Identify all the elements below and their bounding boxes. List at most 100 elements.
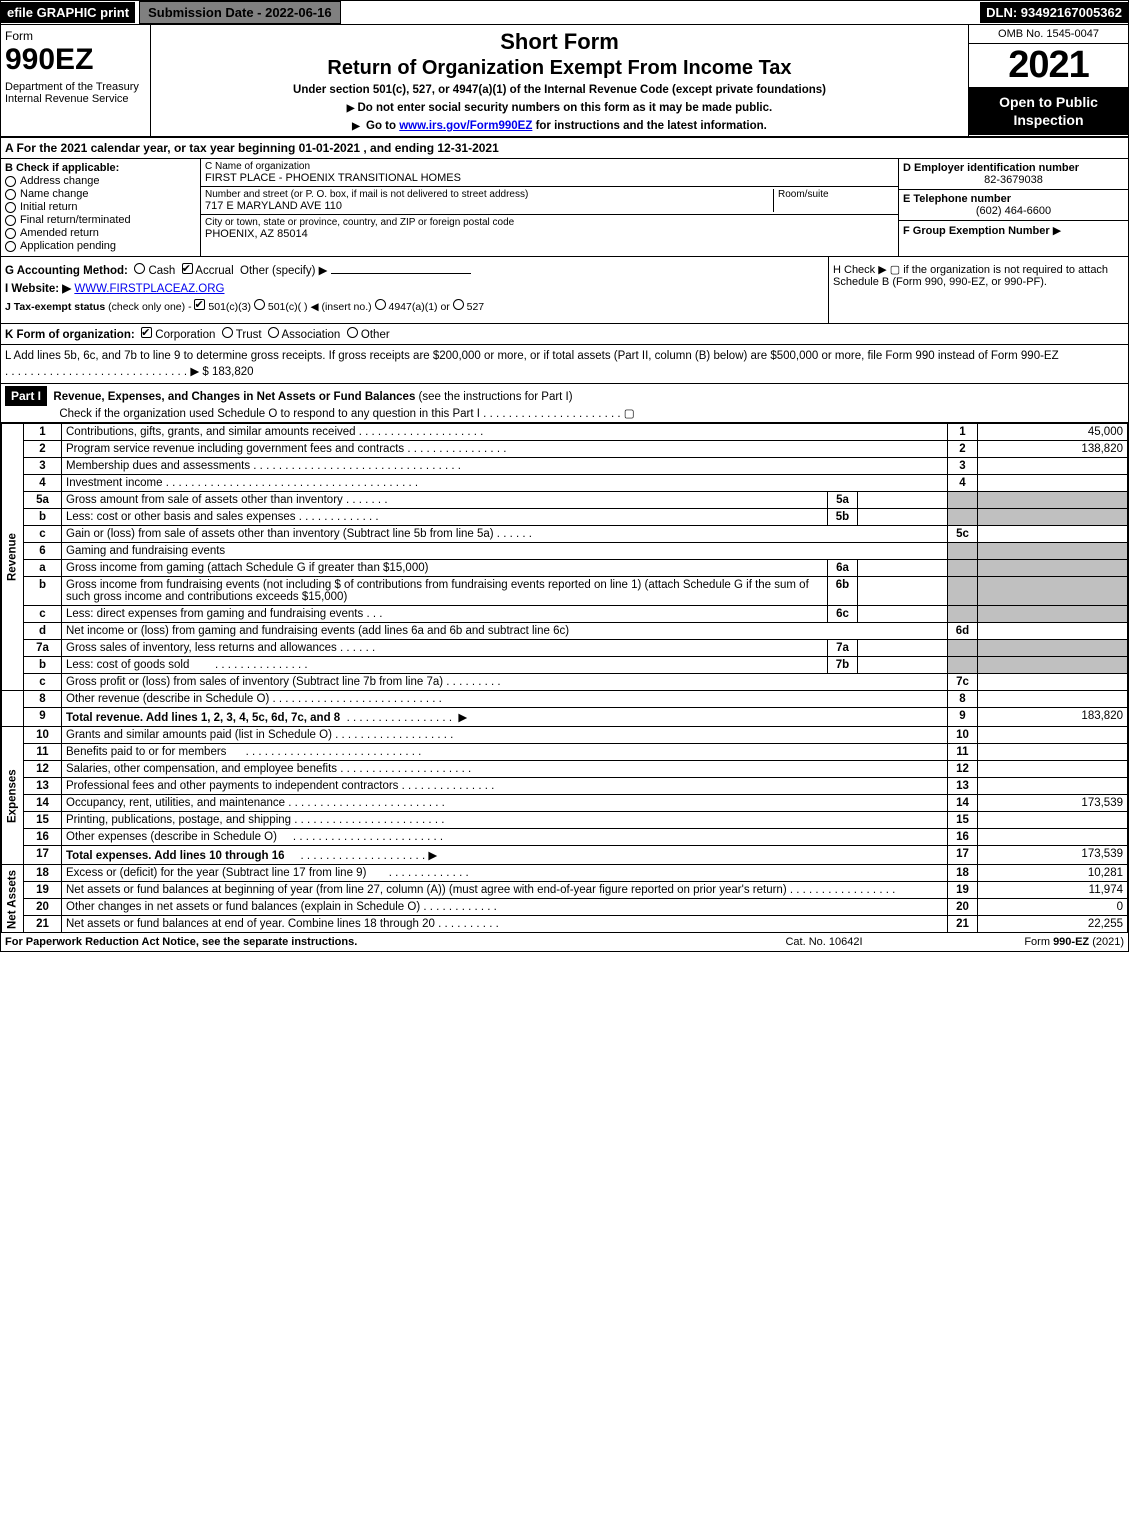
line-10-value xyxy=(978,727,1128,744)
checkbox-other-org[interactable] xyxy=(347,327,358,338)
table-row: 7a Gross sales of inventory, less return… xyxy=(2,640,1128,657)
footer-cat-no: Cat. No. 10642I xyxy=(724,936,924,948)
line-4-value xyxy=(978,475,1128,492)
org-name: FIRST PLACE - PHOENIX TRANSITIONAL HOMES xyxy=(205,172,894,184)
line-5b-value xyxy=(858,509,948,526)
top-bar: efile GRAPHIC print Submission Date - 20… xyxy=(1,1,1128,25)
table-row: 9 Total revenue. Add lines 1, 2, 3, 4, 5… xyxy=(2,708,1128,727)
c-room-label: Room/suite xyxy=(778,189,894,200)
line-17-value: 173,539 xyxy=(978,846,1128,865)
part-i-checkbox[interactable]: ▢ xyxy=(624,408,635,420)
section-c: C Name of organization FIRST PLACE - PHO… xyxy=(201,159,898,256)
table-row: b Less: cost or other basis and sales ex… xyxy=(2,509,1128,526)
part-i-header-row: Part I Revenue, Expenses, and Changes in… xyxy=(1,384,1128,423)
section-a-tax-year: A For the 2021 calendar year, or tax yea… xyxy=(1,138,1128,159)
form-990ez-page: efile GRAPHIC print Submission Date - 20… xyxy=(0,0,1129,952)
table-row: 11 Benefits paid to or for members . . .… xyxy=(2,744,1128,761)
line-14-value: 173,539 xyxy=(978,795,1128,812)
street-address: 717 E MARYLAND AVE 110 xyxy=(205,200,769,212)
table-row: 13 Professional fees and other payments … xyxy=(2,778,1128,795)
line-7b-value xyxy=(858,657,948,674)
revenue-section-label: Revenue xyxy=(2,424,24,691)
checkbox-address-change[interactable] xyxy=(5,176,16,187)
table-row: 15 Printing, publications, postage, and … xyxy=(2,812,1128,829)
checkbox-527[interactable] xyxy=(453,299,464,310)
line-2-value: 138,820 xyxy=(978,441,1128,458)
checkbox-application-pending[interactable] xyxy=(5,241,16,252)
section-bcdef: B Check if applicable: Address change Na… xyxy=(1,159,1128,257)
line-5a-value xyxy=(858,492,948,509)
checkbox-501c3[interactable] xyxy=(194,299,205,310)
other-specify-input[interactable] xyxy=(331,273,471,274)
checkbox-amended-return[interactable] xyxy=(5,228,16,239)
checkbox-name-change[interactable] xyxy=(5,189,16,200)
checkbox-accrual[interactable] xyxy=(182,263,193,274)
table-row: d Net income or (loss) from gaming and f… xyxy=(2,623,1128,640)
line-20-value: 0 xyxy=(978,899,1128,916)
line-7c-value xyxy=(978,674,1128,691)
link-line: Go to www.irs.gov/Form990EZ for instruct… xyxy=(159,120,960,132)
table-row: Revenue 1 Contributions, gifts, grants, … xyxy=(2,424,1128,441)
table-row: Net Assets 18 Excess or (deficit) for th… xyxy=(2,865,1128,882)
section-k: K Form of organization: Corporation Trus… xyxy=(1,324,1128,345)
page-footer: For Paperwork Reduction Act Notice, see … xyxy=(1,933,1128,951)
line-15-value xyxy=(978,812,1128,829)
checkbox-initial-return[interactable] xyxy=(5,202,16,213)
section-l: L Add lines 5b, 6c, and 7b to line 9 to … xyxy=(1,345,1128,384)
link-suffix: for instructions and the latest informat… xyxy=(536,120,767,132)
table-row: 16 Other expenses (describe in Schedule … xyxy=(2,829,1128,846)
line-11-value xyxy=(978,744,1128,761)
checkbox-4947a1[interactable] xyxy=(375,299,386,310)
checkbox-cash[interactable] xyxy=(134,263,145,274)
title-return-exempt: Return of Organization Exempt From Incom… xyxy=(159,57,960,80)
form-header: Form 990EZ Department of the Treasury In… xyxy=(1,25,1128,138)
h-text: H Check ▶ ▢ if the organization is not r… xyxy=(833,264,1108,288)
section-def: D Employer identification number 82-3679… xyxy=(898,159,1128,256)
g-label: G Accounting Method: xyxy=(5,265,128,277)
table-row: 3 Membership dues and assessments . . . … xyxy=(2,458,1128,475)
c-street-label: Number and street (or P. O. box, if mail… xyxy=(205,189,769,200)
line-21-value: 22,255 xyxy=(978,916,1128,933)
section-g-i-j: G Accounting Method: Cash Accrual Other … xyxy=(1,257,828,323)
checkbox-trust[interactable] xyxy=(222,327,233,338)
table-row: b Gross income from fundraising events (… xyxy=(2,577,1128,606)
k-label: K Form of organization: xyxy=(5,329,135,341)
line-12-value xyxy=(978,761,1128,778)
e-phone-value: (602) 464-6600 xyxy=(903,205,1124,217)
expenses-section-label: Expenses xyxy=(2,727,24,865)
header-right: OMB No. 1545-0047 2021 Open to Public In… xyxy=(968,25,1128,136)
table-row: 19 Net assets or fund balances at beginn… xyxy=(2,882,1128,899)
c-name-label: C Name of organization xyxy=(205,161,894,172)
e-phone-label: E Telephone number xyxy=(903,193,1124,205)
line-5c-value xyxy=(978,526,1128,543)
line-8-value xyxy=(978,691,1128,708)
table-row: 12 Salaries, other compensation, and emp… xyxy=(2,761,1128,778)
tax-year: 2021 xyxy=(969,44,1128,87)
dln-label: DLN: 93492167005362 xyxy=(980,2,1128,23)
checkbox-association[interactable] xyxy=(268,327,279,338)
l-value: $ 183,820 xyxy=(202,366,253,378)
checkbox-corporation[interactable] xyxy=(141,327,152,338)
line-3-value xyxy=(978,458,1128,475)
section-gh: G Accounting Method: Cash Accrual Other … xyxy=(1,257,1128,324)
website-link[interactable]: WWW.FIRSTPLACEAZ.ORG xyxy=(74,283,224,295)
c-city-label: City or town, state or province, country… xyxy=(205,217,894,228)
line-7a-value xyxy=(858,640,948,657)
checkbox-501c[interactable] xyxy=(254,299,265,310)
table-row: c Gross profit or (loss) from sales of i… xyxy=(2,674,1128,691)
netassets-section-label: Net Assets xyxy=(2,865,24,933)
irs-link[interactable]: www.irs.gov/Form990EZ xyxy=(399,120,532,132)
line-9-value: 183,820 xyxy=(978,708,1128,727)
line-6c-value xyxy=(858,606,948,623)
part-i-note: (see the instructions for Part I) xyxy=(419,391,573,403)
checkbox-final-return[interactable] xyxy=(5,215,16,226)
line-16-value xyxy=(978,829,1128,846)
table-row: 17 Total expenses. Add lines 10 through … xyxy=(2,846,1128,865)
line-13-value xyxy=(978,778,1128,795)
part-i-title: Revenue, Expenses, and Changes in Net As… xyxy=(53,391,415,403)
d-ein-label: D Employer identification number xyxy=(903,162,1124,174)
table-row: Expenses 10 Grants and similar amounts p… xyxy=(2,727,1128,744)
section-b-heading: B Check if applicable: xyxy=(5,162,196,174)
j-tax-exempt-label: J Tax-exempt status xyxy=(5,301,105,313)
line-19-value: 11,974 xyxy=(978,882,1128,899)
